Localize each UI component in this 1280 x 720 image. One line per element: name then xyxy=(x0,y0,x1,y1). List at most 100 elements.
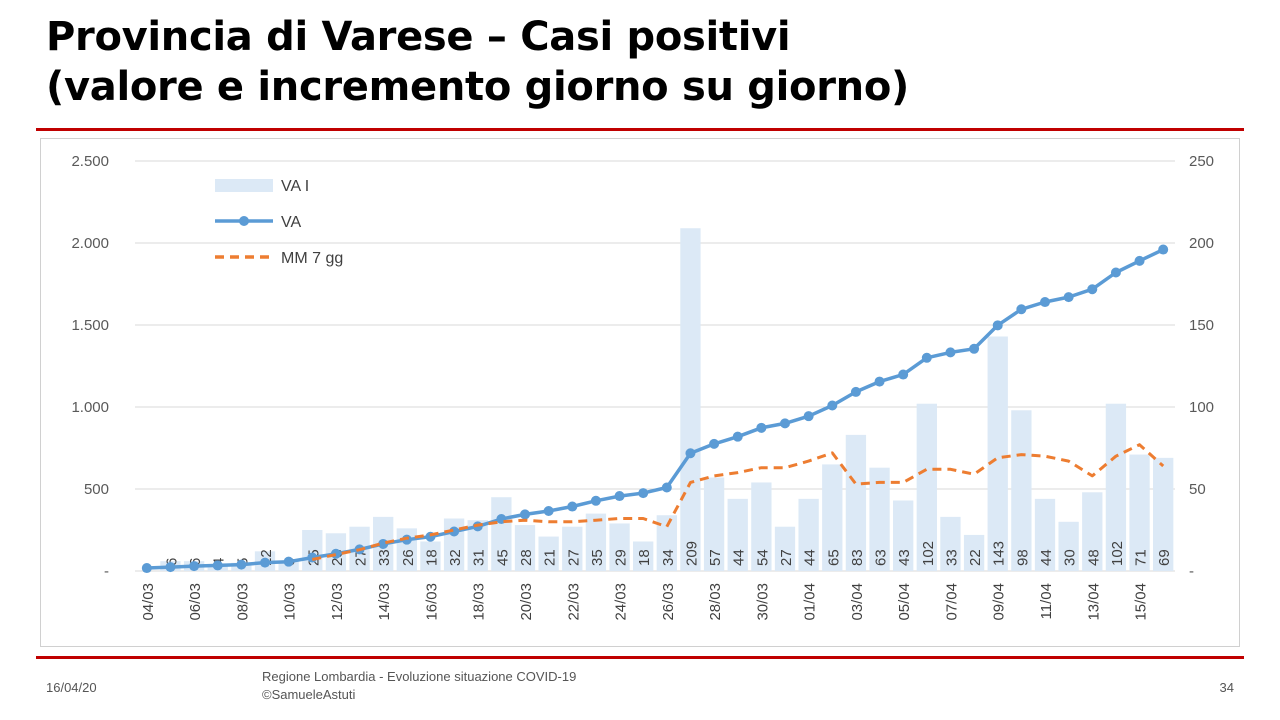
bar xyxy=(798,498,819,571)
cumulative-point xyxy=(236,559,247,570)
page-number: 34 xyxy=(1219,680,1234,695)
cumulative-point xyxy=(449,526,460,537)
slide-title: Provincia di Varese – Casi positivi (val… xyxy=(46,12,909,112)
chart-frame: - 500 1.000 1.500 2.000 2.500 - 50 100 150 200 250 6… xyxy=(40,138,1240,647)
bar-data-label: 44 xyxy=(1038,549,1055,566)
y-right-tick-label: 200 xyxy=(1189,235,1214,252)
cumulative-point xyxy=(189,561,200,572)
bar-data-label: 54 xyxy=(754,549,771,566)
cumulative-point xyxy=(780,418,790,429)
cumulative-point xyxy=(543,505,554,516)
bar xyxy=(514,525,536,571)
x-tick-label: 05/04 xyxy=(896,583,913,621)
footer-source: Regione Lombardia - Evoluzione situazion… xyxy=(262,668,576,704)
bar-data-label: 57 xyxy=(707,549,724,566)
x-tick-label: 07/04 xyxy=(943,583,960,621)
bar xyxy=(420,541,441,571)
cumulative-point xyxy=(709,438,720,449)
bar xyxy=(1011,410,1032,571)
legend-label: MM 7 gg xyxy=(281,250,343,267)
bar-data-label: 6 xyxy=(163,558,180,566)
title-divider xyxy=(36,128,1244,131)
bar-data-label: 43 xyxy=(896,549,913,566)
bar-data-label: 29 xyxy=(613,549,630,566)
cumulative-point xyxy=(969,343,980,354)
cumulative-point xyxy=(898,369,909,380)
legend-swatch-marker xyxy=(239,216,249,226)
x-tick-label: 01/04 xyxy=(802,583,819,621)
cumulative-point xyxy=(212,560,223,571)
x-tick-label: 10/03 xyxy=(282,583,299,621)
cumulative-point xyxy=(1134,255,1145,266)
x-tick-label: 30/03 xyxy=(754,583,771,621)
cumulative-point xyxy=(590,495,601,506)
cumulative-point xyxy=(1087,284,1098,295)
y-right-tick-label: 100 xyxy=(1189,399,1214,416)
slide-title-line-2: (valore e incremento giorno su giorno) xyxy=(46,64,909,110)
bar-data-label: 83 xyxy=(849,549,866,566)
x-tick-label: 03/04 xyxy=(849,583,866,621)
bar xyxy=(940,516,961,571)
y-left-tick-label: 2.500 xyxy=(71,153,109,170)
bar xyxy=(774,526,796,571)
bar xyxy=(1082,492,1103,571)
cumulative-point xyxy=(661,482,672,493)
y-left-tick-label: - xyxy=(104,563,109,580)
bar xyxy=(1058,521,1079,571)
moving-average-line xyxy=(311,443,1165,561)
y-right-tick-label: 50 xyxy=(1189,481,1206,498)
bar xyxy=(893,500,914,571)
bar xyxy=(727,498,748,571)
cumulative-point xyxy=(1158,244,1169,255)
x-tick-label: 14/03 xyxy=(376,583,393,621)
bar xyxy=(1129,454,1150,571)
cumulative-point xyxy=(874,376,885,387)
cumulative-point xyxy=(756,422,767,433)
x-tick-label: 04/03 xyxy=(140,583,157,621)
bar xyxy=(467,520,488,571)
legend-label: VA xyxy=(281,214,301,231)
cumulative-point xyxy=(992,320,1003,331)
x-tick-label: 06/03 xyxy=(187,583,204,621)
bar-data-label: 44 xyxy=(731,549,748,566)
bar-data-label: 102 xyxy=(920,541,937,566)
bar-data-label: 35 xyxy=(589,549,606,566)
bar-data-label: 63 xyxy=(873,549,890,566)
bar-data-label: 65 xyxy=(825,549,842,566)
bar xyxy=(916,403,937,571)
cumulative-point xyxy=(803,411,814,422)
bar-data-label: 71 xyxy=(1133,549,1150,566)
bar-data-label: 34 xyxy=(660,549,677,566)
footer-source-text: Regione Lombardia - Evoluzione situazion… xyxy=(262,669,577,684)
bar-data-label: 33 xyxy=(376,549,393,566)
x-tick-label: 09/04 xyxy=(991,583,1008,621)
x-tick-label: 22/03 xyxy=(565,583,582,621)
x-tick-label: 15/04 xyxy=(1133,583,1150,621)
y-left-tick-label: 1.000 xyxy=(71,399,109,416)
bar-data-label: 30 xyxy=(1062,549,1079,566)
x-tick-label: 13/04 xyxy=(1085,583,1102,621)
cumulative-point xyxy=(378,538,389,549)
bar xyxy=(1105,403,1127,571)
cumulative-point xyxy=(732,431,743,442)
bar-data-label: 26 xyxy=(400,549,417,566)
cumulative-point xyxy=(685,448,696,459)
cumulative-point xyxy=(330,548,341,559)
cumulative-point xyxy=(614,491,625,502)
x-tick-label: 16/03 xyxy=(423,583,440,621)
bar xyxy=(562,526,583,571)
bar xyxy=(538,536,559,571)
cumulative-point xyxy=(921,352,932,363)
cumulative-line xyxy=(146,248,1164,570)
cumulative-point xyxy=(165,562,176,573)
bar-data-label: 31 xyxy=(471,549,488,566)
x-tick-label: 26/03 xyxy=(660,583,677,621)
y-left-tick-label: 2.000 xyxy=(71,235,109,252)
bar xyxy=(822,464,843,571)
y-right-tick-label: 150 xyxy=(1189,317,1214,334)
cases-chart: - 500 1.000 1.500 2.000 2.500 - 50 100 150 200 250 6… xyxy=(71,153,1214,621)
bar xyxy=(302,530,323,571)
x-tick-label: 20/03 xyxy=(518,583,535,621)
bar-data-label: 18 xyxy=(423,549,440,566)
cumulative-point xyxy=(260,557,270,568)
